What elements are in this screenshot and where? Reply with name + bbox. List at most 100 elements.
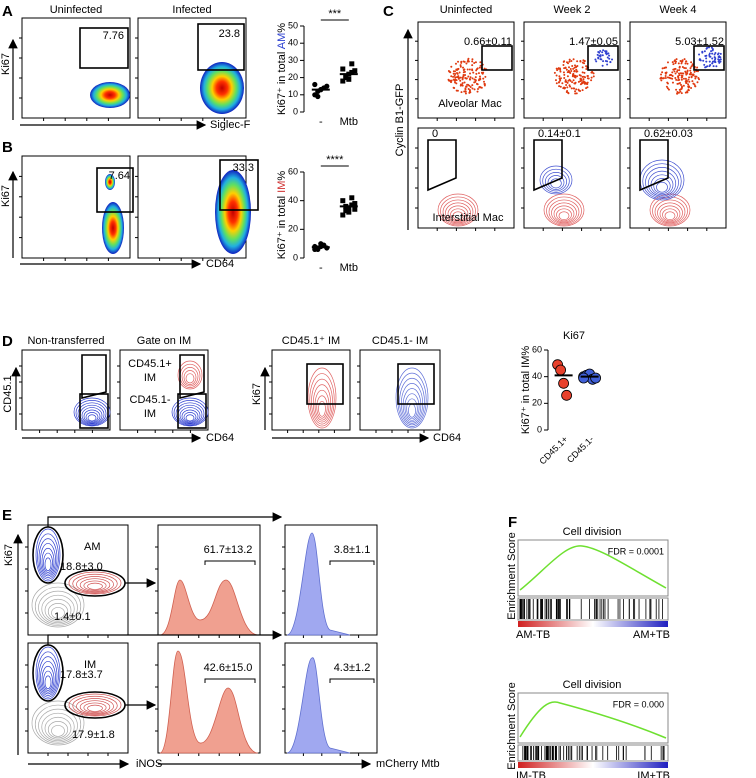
event-dot [461,82,464,85]
event-dot [573,87,576,90]
contour [68,571,122,595]
contour [316,395,328,419]
event-dot [690,76,693,79]
contour [437,193,479,227]
event-dot [568,84,571,87]
event-dot [677,62,680,65]
event-dot [673,70,676,73]
event-dot [696,66,699,69]
event-dot [684,67,687,70]
plot-title: Infected [172,4,211,16]
event-dot [454,76,457,79]
contour [79,700,111,714]
event-dot [693,83,696,86]
event-dot [709,63,712,66]
panel-label: B [2,139,13,156]
gate-label: IM [144,408,156,420]
event-dot [461,78,464,81]
event-dot [672,63,675,66]
event-dot [715,65,718,68]
event-dot [464,77,467,80]
contour [79,578,111,592]
contour [77,402,107,425]
event-dot [576,60,579,63]
event-dot [671,61,674,64]
plot-title: Week 2 [553,4,590,16]
contour [43,552,53,573]
event-dot [701,51,704,54]
event-dot [447,78,450,81]
gate-label: CD45.1+ [128,358,172,370]
y-tick-label: 10 [288,89,298,99]
event-dot [601,64,604,67]
event-dot [713,56,716,59]
event-dot [687,78,690,81]
gate [219,159,259,211]
y-axis-label-part: AM [276,33,288,50]
contour [659,205,681,223]
event-dot [559,79,562,82]
contour [179,407,201,424]
event-dot [708,60,711,63]
contour [406,398,418,420]
contour [31,582,85,628]
event-dot [686,90,689,93]
data-point [578,372,589,384]
gate [79,27,129,69]
event-dot [564,79,567,82]
event-dot [689,67,692,70]
event-dot [456,72,459,75]
contour [185,373,195,384]
event-dot [688,73,691,76]
contour [41,547,55,575]
y-tick-label: 0 [537,424,542,434]
gate-bracket [204,678,256,683]
contour [440,196,476,226]
histogram [286,532,351,636]
contour [34,704,82,744]
event-dot [574,92,577,95]
gate-value: 4.3±1.2 [334,662,371,674]
population-label: Alveolar Mac [438,98,502,110]
plot-title: Non-transferred [27,335,104,347]
event-dot [473,81,476,84]
fdr-label: FDR = 0.000 [613,699,664,709]
event-dot [667,88,670,91]
plot-title: Week 4 [659,4,696,16]
gate-value: 7.76 [103,30,124,42]
contour [44,557,52,572]
event-dot [598,51,601,54]
event-dot [564,66,567,69]
event-dot [685,60,688,63]
gate-value: 7.64 [109,170,130,182]
y-axis-label-part: % [276,171,288,181]
gate-value: 0.62±0.03 [644,128,693,140]
event-dot [473,78,476,81]
event-dot [462,71,465,74]
gate-value: 33.3 [233,162,254,174]
contour [44,598,72,622]
population-label: IM [84,659,96,671]
event-dot [572,58,575,61]
event-dot [581,71,584,74]
axis-label: Cyclin B1-GFP [394,84,406,157]
event-dot [566,75,569,78]
contour [445,202,471,224]
event-dot [566,86,569,89]
event-dot [708,55,711,58]
event-dot [660,79,663,82]
panel-label: D [2,333,13,350]
contour [37,533,59,580]
event-dot [556,69,559,72]
event-dot [571,81,574,84]
event-dot [461,84,464,87]
axis-label: Ki67 [3,544,15,566]
event-dot [684,70,687,73]
gate-value: 0 [432,128,438,140]
contour [41,594,75,624]
axis-label: Enrichment Score [506,532,518,619]
gate-value: 1.47±0.05 [569,36,618,48]
event-dot [568,60,571,63]
contour [43,670,53,691]
axis-label: mCherry Mtb [376,758,440,770]
